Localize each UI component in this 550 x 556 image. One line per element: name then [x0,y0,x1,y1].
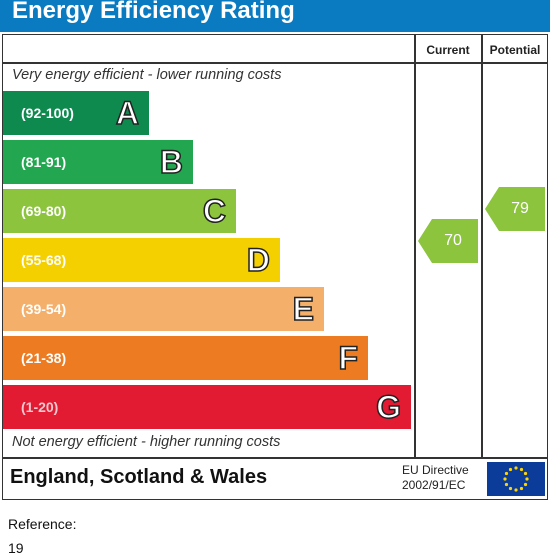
divider-potential [481,34,483,458]
band-range-b: (81-91) [21,154,67,170]
eu-star-3 [519,486,524,491]
current-arrow-shape [418,219,478,264]
band-range-f: (21-38) [21,350,67,366]
directive-line2: 2002/91/EC [402,478,466,492]
band-a: (92-100) A [3,91,149,135]
eu-directive: EU Directive 2002/91/EC [402,463,469,493]
band-e: (39-54) E [3,287,324,331]
band-range-g: (1-20) [21,399,59,415]
eu-star-1 [525,477,529,481]
band-letter-a: A [115,94,140,132]
band-letter-c: C [202,192,227,230]
current-rating-arrow: 70 [418,219,478,264]
eu-star-10 [514,466,518,470]
directive-line1: EU Directive [402,463,469,477]
potential-column-header: Potential [489,43,541,57]
footer-divider [2,457,548,459]
rating-frame [2,34,548,500]
band-range-a: (92-100) [21,105,74,121]
band-c: (69-80) C [3,189,236,233]
current-column-header: Current [426,43,470,57]
potential-arrow-shape [485,186,545,231]
potential-arrow-polygon [485,186,545,231]
current-rating-value: 70 [444,232,462,250]
header-divider [2,62,548,64]
band-letter-b: B [159,143,184,181]
band-range-e: (39-54) [21,301,67,317]
eu-star-2 [523,482,528,487]
chart-title: Energy Efficiency Rating [0,0,550,32]
potential-rating-arrow: 79 [485,186,545,231]
band-d: (55-68) D [3,238,280,282]
eu-star-4 [514,488,518,492]
band-range-c: (69-80) [21,203,67,219]
eu-star-5 [508,486,513,491]
current-arrow-polygon [418,219,478,264]
potential-rating-value: 79 [511,199,529,217]
band-g: (1-20) G [3,385,411,429]
band-range-d: (55-68) [21,252,67,268]
band-b: (81-91) B [3,140,193,184]
eu-star-7 [503,477,507,481]
eu-star-6 [504,482,509,487]
eu-flag-icon [487,462,545,496]
band-letter-f: F [338,339,359,377]
eu-star-11 [519,467,524,472]
band-letter-d: D [246,241,271,279]
eu-star-12 [523,471,528,476]
reference-label: Reference: [8,516,77,532]
eu-star-9 [508,467,513,472]
top-note: Very energy efficient - lower running co… [12,67,282,83]
band-letter-g: G [375,388,401,426]
divider-current [414,34,416,458]
band-letter-e: E [292,290,315,328]
country-label: England, Scotland & Wales [10,466,268,488]
band-f: (21-38) F [3,336,368,380]
bottom-note: Not energy efficient - higher running co… [12,434,281,450]
reference-value: 19 [8,540,24,556]
eu-star-8 [504,471,509,476]
